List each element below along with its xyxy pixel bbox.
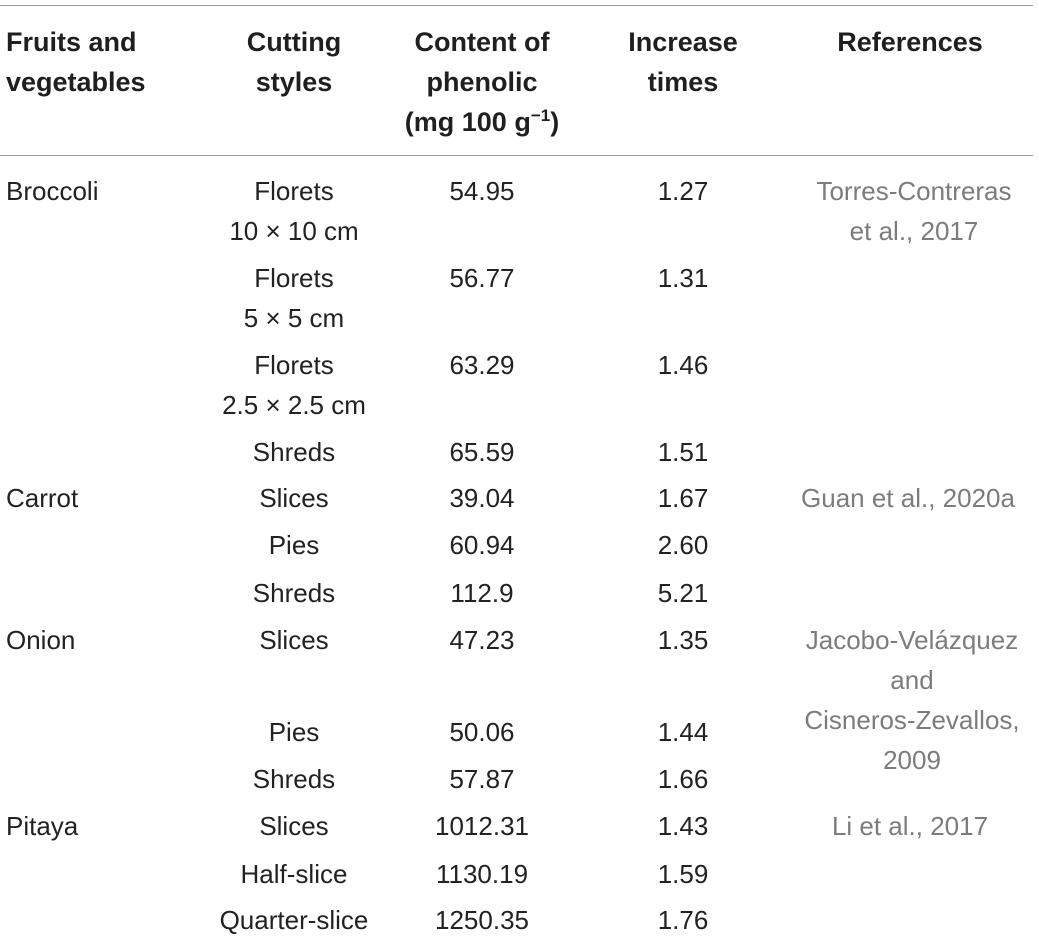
reference-jacobo-velazquez: Jacobo-Velázquez and Cisneros-Zevallos, …: [804, 625, 1020, 775]
increase-times: 1.31: [657, 263, 709, 293]
increase-times: 2.60: [657, 530, 709, 560]
increase-times: 1.43: [657, 811, 709, 841]
cutting-style: Pies: [268, 717, 320, 747]
header-references: References: [837, 27, 983, 57]
header-cutting-styles: Cutting styles: [246, 27, 342, 97]
phenolic-content: 112.9: [450, 578, 514, 608]
phenolic-content: 1012.31: [435, 811, 529, 841]
cutting-style: Florets 10 × 10 cm: [229, 176, 359, 246]
cutting-style: Florets 2.5 × 2.5 cm: [222, 350, 366, 420]
cutting-style: Shreds: [252, 437, 336, 467]
phenolic-content: 47.23: [449, 625, 515, 655]
cutting-style: Shreds: [252, 578, 336, 608]
header-content: Content of phenolic (mg 100 g−1): [404, 27, 560, 137]
increase-times: 1.66: [657, 764, 709, 794]
increase-times: 1.76: [657, 905, 709, 935]
cutting-style: Quarter-slice: [219, 905, 369, 935]
phenolic-content: 57.87: [449, 764, 515, 794]
header-fruits: Fruits and vegetables: [6, 27, 146, 97]
reference-li: Li et al., 2017: [831, 811, 989, 841]
phenolic-content: 1250.35: [435, 905, 529, 935]
reference-torres-contreras: Torres-Contreras et al., 2017: [816, 176, 1012, 246]
increase-times: 1.35: [657, 625, 709, 655]
cutting-style: Slices: [259, 625, 329, 655]
phenolic-content: 60.94: [449, 530, 515, 560]
phenolic-content: 1130.19: [435, 859, 529, 889]
increase-times: 1.27: [657, 176, 709, 206]
phenolic-content: 63.29: [449, 350, 515, 380]
increase-times: 1.59: [657, 859, 709, 889]
phenolic-content: 50.06: [449, 717, 515, 747]
phenolic-content: 65.59: [449, 437, 515, 467]
cutting-style: Slices: [259, 811, 329, 841]
top-rule: [0, 5, 1033, 6]
cutting-style: Pies: [268, 530, 320, 560]
header-increase-times: Increase times: [628, 27, 738, 97]
header-rule: [0, 155, 1033, 156]
phenolic-content: 54.95: [449, 176, 515, 206]
reference-guan: Guan et al., 2020a: [801, 483, 1015, 513]
increase-times: 1.67: [657, 483, 709, 513]
increase-times: 1.51: [657, 437, 709, 467]
fruit-name: Onion: [6, 625, 76, 655]
increase-times: 5.21: [657, 578, 709, 608]
phenolic-content: 56.77: [449, 263, 515, 293]
phenolic-content: 39.04: [449, 483, 515, 513]
cutting-style: Florets 5 × 5 cm: [243, 263, 345, 333]
cutting-style: Half-slice: [240, 859, 348, 889]
increase-times: 1.44: [657, 717, 709, 747]
cutting-style: Shreds: [252, 764, 336, 794]
fruit-name: Broccoli: [6, 176, 99, 206]
cutting-style: Slices: [259, 483, 329, 513]
fruit-name: Pitaya: [6, 811, 79, 841]
fruit-name: Carrot: [6, 483, 79, 513]
increase-times: 1.46: [657, 350, 709, 380]
